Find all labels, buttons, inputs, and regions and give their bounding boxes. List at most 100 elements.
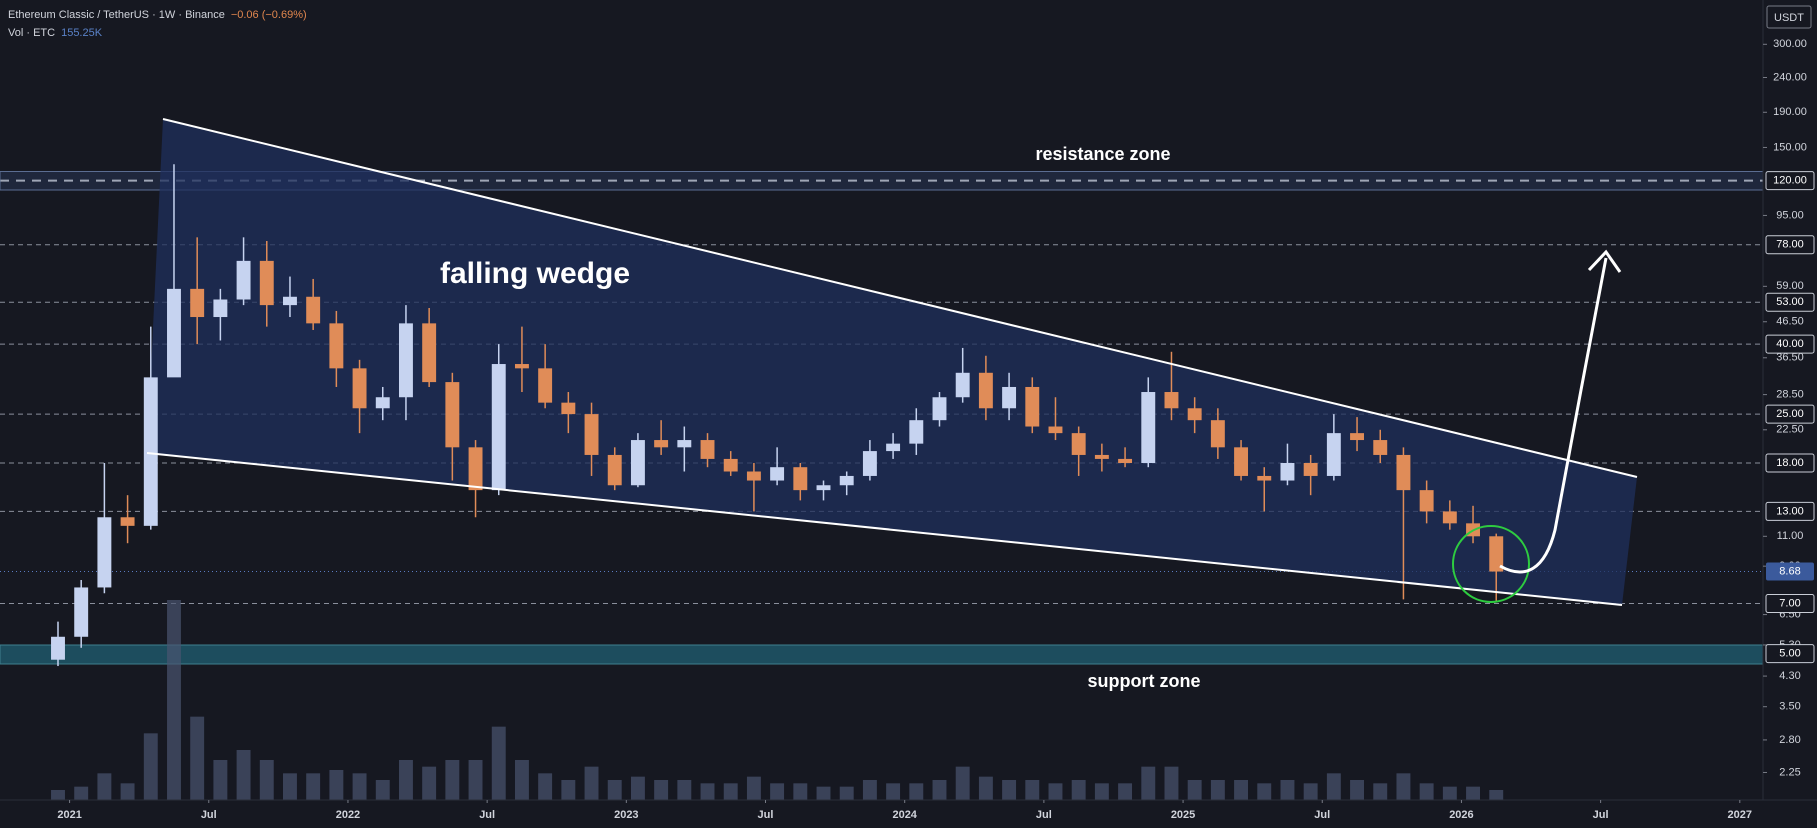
volume-bar: [445, 760, 460, 800]
volume-bar: [1187, 780, 1202, 800]
x-tick-label: Jul: [1593, 809, 1609, 821]
axis-layer: 300.00 240.00 190.00 150.00 95.00 59.00 46.50 3…: [57, 38, 1815, 821]
level-label: 120.00: [1773, 175, 1807, 187]
volume-bar: [862, 780, 877, 800]
volume-bar: [213, 760, 228, 800]
volume-bar: [491, 726, 506, 800]
y-tick-label: 150.00: [1773, 141, 1807, 153]
x-tick-label: Jul: [1314, 809, 1330, 821]
symbol-title: Ethereum Classic / TetherUS · 1W · Binan…: [8, 9, 307, 21]
candle-body: [259, 260, 274, 306]
volume-bar: [1048, 783, 1063, 800]
candle-body: [236, 260, 251, 300]
level-box: [1765, 334, 1815, 354]
projection-arrow: [1499, 257, 1608, 574]
candle-body: [51, 636, 65, 660]
volume-bar: [1002, 780, 1017, 800]
x-tick-label: Jul: [479, 809, 495, 821]
volume-bar: [120, 783, 135, 800]
candle-body: [1489, 536, 1504, 572]
candle-body: [491, 364, 506, 491]
volume-bar: [306, 773, 321, 800]
volume-bar: [746, 776, 761, 800]
volume-bar: [236, 750, 251, 800]
x-tick-label: Jul: [201, 809, 217, 821]
volume-bar: [329, 770, 344, 800]
candle-body: [700, 440, 715, 459]
y-tick-label: 3.50: [1779, 701, 1800, 713]
currency-box: [1766, 5, 1812, 29]
x-tick-label: 2021: [57, 809, 81, 821]
candle-body: [306, 296, 321, 324]
y-tick-label: 190.00: [1773, 106, 1807, 118]
wedge-upper-line: [162, 118, 1638, 478]
volume-bar: [1257, 783, 1272, 800]
candle-body: [1373, 440, 1388, 455]
level-box: [1765, 171, 1815, 191]
x-tick-label: Jul: [758, 809, 774, 821]
candle-body: [1094, 454, 1109, 459]
volume-bar: [793, 783, 808, 800]
volume-layer: [51, 600, 1504, 800]
volume-bar: [375, 780, 390, 800]
x-tick-label: 2022: [336, 809, 360, 821]
candle-body: [654, 440, 669, 448]
candle-body: [793, 467, 808, 491]
candle-body: [839, 475, 854, 486]
candle-body: [97, 517, 112, 588]
volume-bar: [561, 780, 576, 800]
candle-body: [955, 372, 970, 398]
level-label: 78.00: [1776, 239, 1804, 251]
currency: USDT: [1774, 12, 1804, 24]
level-box: [1765, 501, 1815, 521]
y-tick-label: 22.50: [1776, 424, 1804, 436]
volume-bar: [514, 760, 529, 800]
volume-bar: [1466, 786, 1480, 800]
candle-body: [723, 458, 738, 472]
candle-body: [816, 485, 831, 491]
wedge-label: falling wedge: [440, 257, 630, 290]
volume-bar: [677, 780, 692, 800]
volume-bar: [630, 776, 645, 800]
volume-bar: [723, 783, 738, 800]
candle-body: [143, 377, 158, 526]
volume-bar: [1280, 780, 1295, 800]
candle-body: [978, 372, 993, 409]
candle-body: [1350, 433, 1365, 441]
resistance-label: resistance zone: [1035, 144, 1170, 164]
volume-bar: [1489, 790, 1504, 800]
level-box: [1765, 235, 1815, 255]
x-tick-label: 2025: [1171, 809, 1195, 821]
arrow-head: [1587, 249, 1622, 273]
x-tick-label: 2023: [614, 809, 638, 821]
x-tick-label: Jul: [1036, 809, 1052, 821]
candle-body: [909, 420, 924, 444]
highlight-circle: [1452, 525, 1530, 603]
volume-bar: [1234, 780, 1249, 800]
volume-bar: [283, 773, 297, 800]
level-box: [1765, 404, 1815, 424]
level-label: 7.00: [1779, 597, 1800, 609]
y-tick-label: 46.50: [1776, 316, 1804, 328]
title-text: Ethereum Classic / TetherUS · 1W · Binan…: [8, 9, 225, 21]
candle-body: [1118, 458, 1133, 463]
y-tick-label: 95.00: [1776, 209, 1804, 221]
x-tick-label: 2027: [1728, 809, 1752, 821]
candle-body: [398, 323, 413, 398]
volume-bar: [259, 760, 274, 800]
y-tick-label: 59.00: [1776, 280, 1804, 292]
volume-bar: [1025, 780, 1040, 800]
y-tick-label: 28.50: [1776, 389, 1804, 401]
last-price-box: [1766, 562, 1814, 581]
volume-bar: [97, 773, 112, 800]
y-tick-label: 2.25: [1779, 766, 1800, 778]
candle-body: [1303, 462, 1318, 476]
candle-body: [1187, 408, 1202, 421]
volume-bar: [978, 776, 993, 800]
candle-body: [422, 323, 437, 383]
candle-body: [561, 402, 576, 415]
level-label: 18.00: [1776, 457, 1804, 469]
volume-bar: [1419, 783, 1434, 800]
candle-body: [375, 397, 390, 409]
